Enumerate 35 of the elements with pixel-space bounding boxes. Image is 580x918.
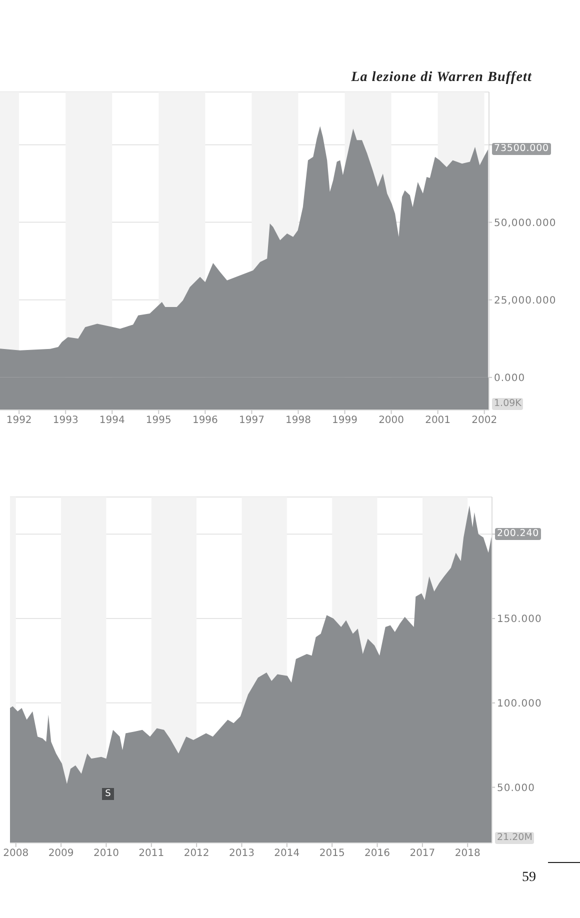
x-tick-label: 2010 [93,848,119,860]
x-tick-label: 1995 [146,415,172,426]
x-tick-label: 2000 [378,415,404,426]
x-tick-label: 1998 [286,415,311,426]
annotation: S [102,788,114,800]
x-tick-label: 2014 [274,848,300,860]
x-tick-label: 2001 [425,415,451,426]
x-tick-label: 2017 [410,848,436,860]
x-tick-label: 2009 [48,848,74,860]
x-tick-label: 1993 [52,415,78,426]
y-tick-label: 50.000 [497,782,535,794]
text: 1.09K [492,398,524,410]
x-tick-label: 1992 [6,415,32,426]
x-tick-label: 2016 [364,848,390,860]
x-tick-label: 2015 [319,848,345,860]
x-tick-label: 2002 [472,415,498,426]
text: 59 [522,870,536,886]
x-tick-label: 2012 [184,848,210,860]
x-tick-label: 2011 [138,848,164,860]
x-tick-label: 1999 [332,415,358,426]
y-tick-label: 100.000 [497,698,542,710]
x-tick-label: 1996 [192,415,218,426]
x-tick-label: 1997 [238,415,264,426]
annotation: 200.240 [495,528,542,540]
y-tick-label: 0.000 [494,372,526,384]
y-tick-label: 50,000.000 [494,218,556,229]
text: 21.20M [495,832,534,844]
y-tick-label: 25,000.000 [494,295,556,306]
x-tick-label: 2018 [454,848,480,860]
text: La lezione di Warren Buffett [351,70,532,86]
annotation: 73500.000 [492,143,551,156]
x-tick-label: 2013 [229,848,254,860]
x-tick-label: 1994 [99,415,125,426]
y-tick-label: 150.000 [497,614,542,626]
x-tick-label: 2008 [3,848,29,860]
